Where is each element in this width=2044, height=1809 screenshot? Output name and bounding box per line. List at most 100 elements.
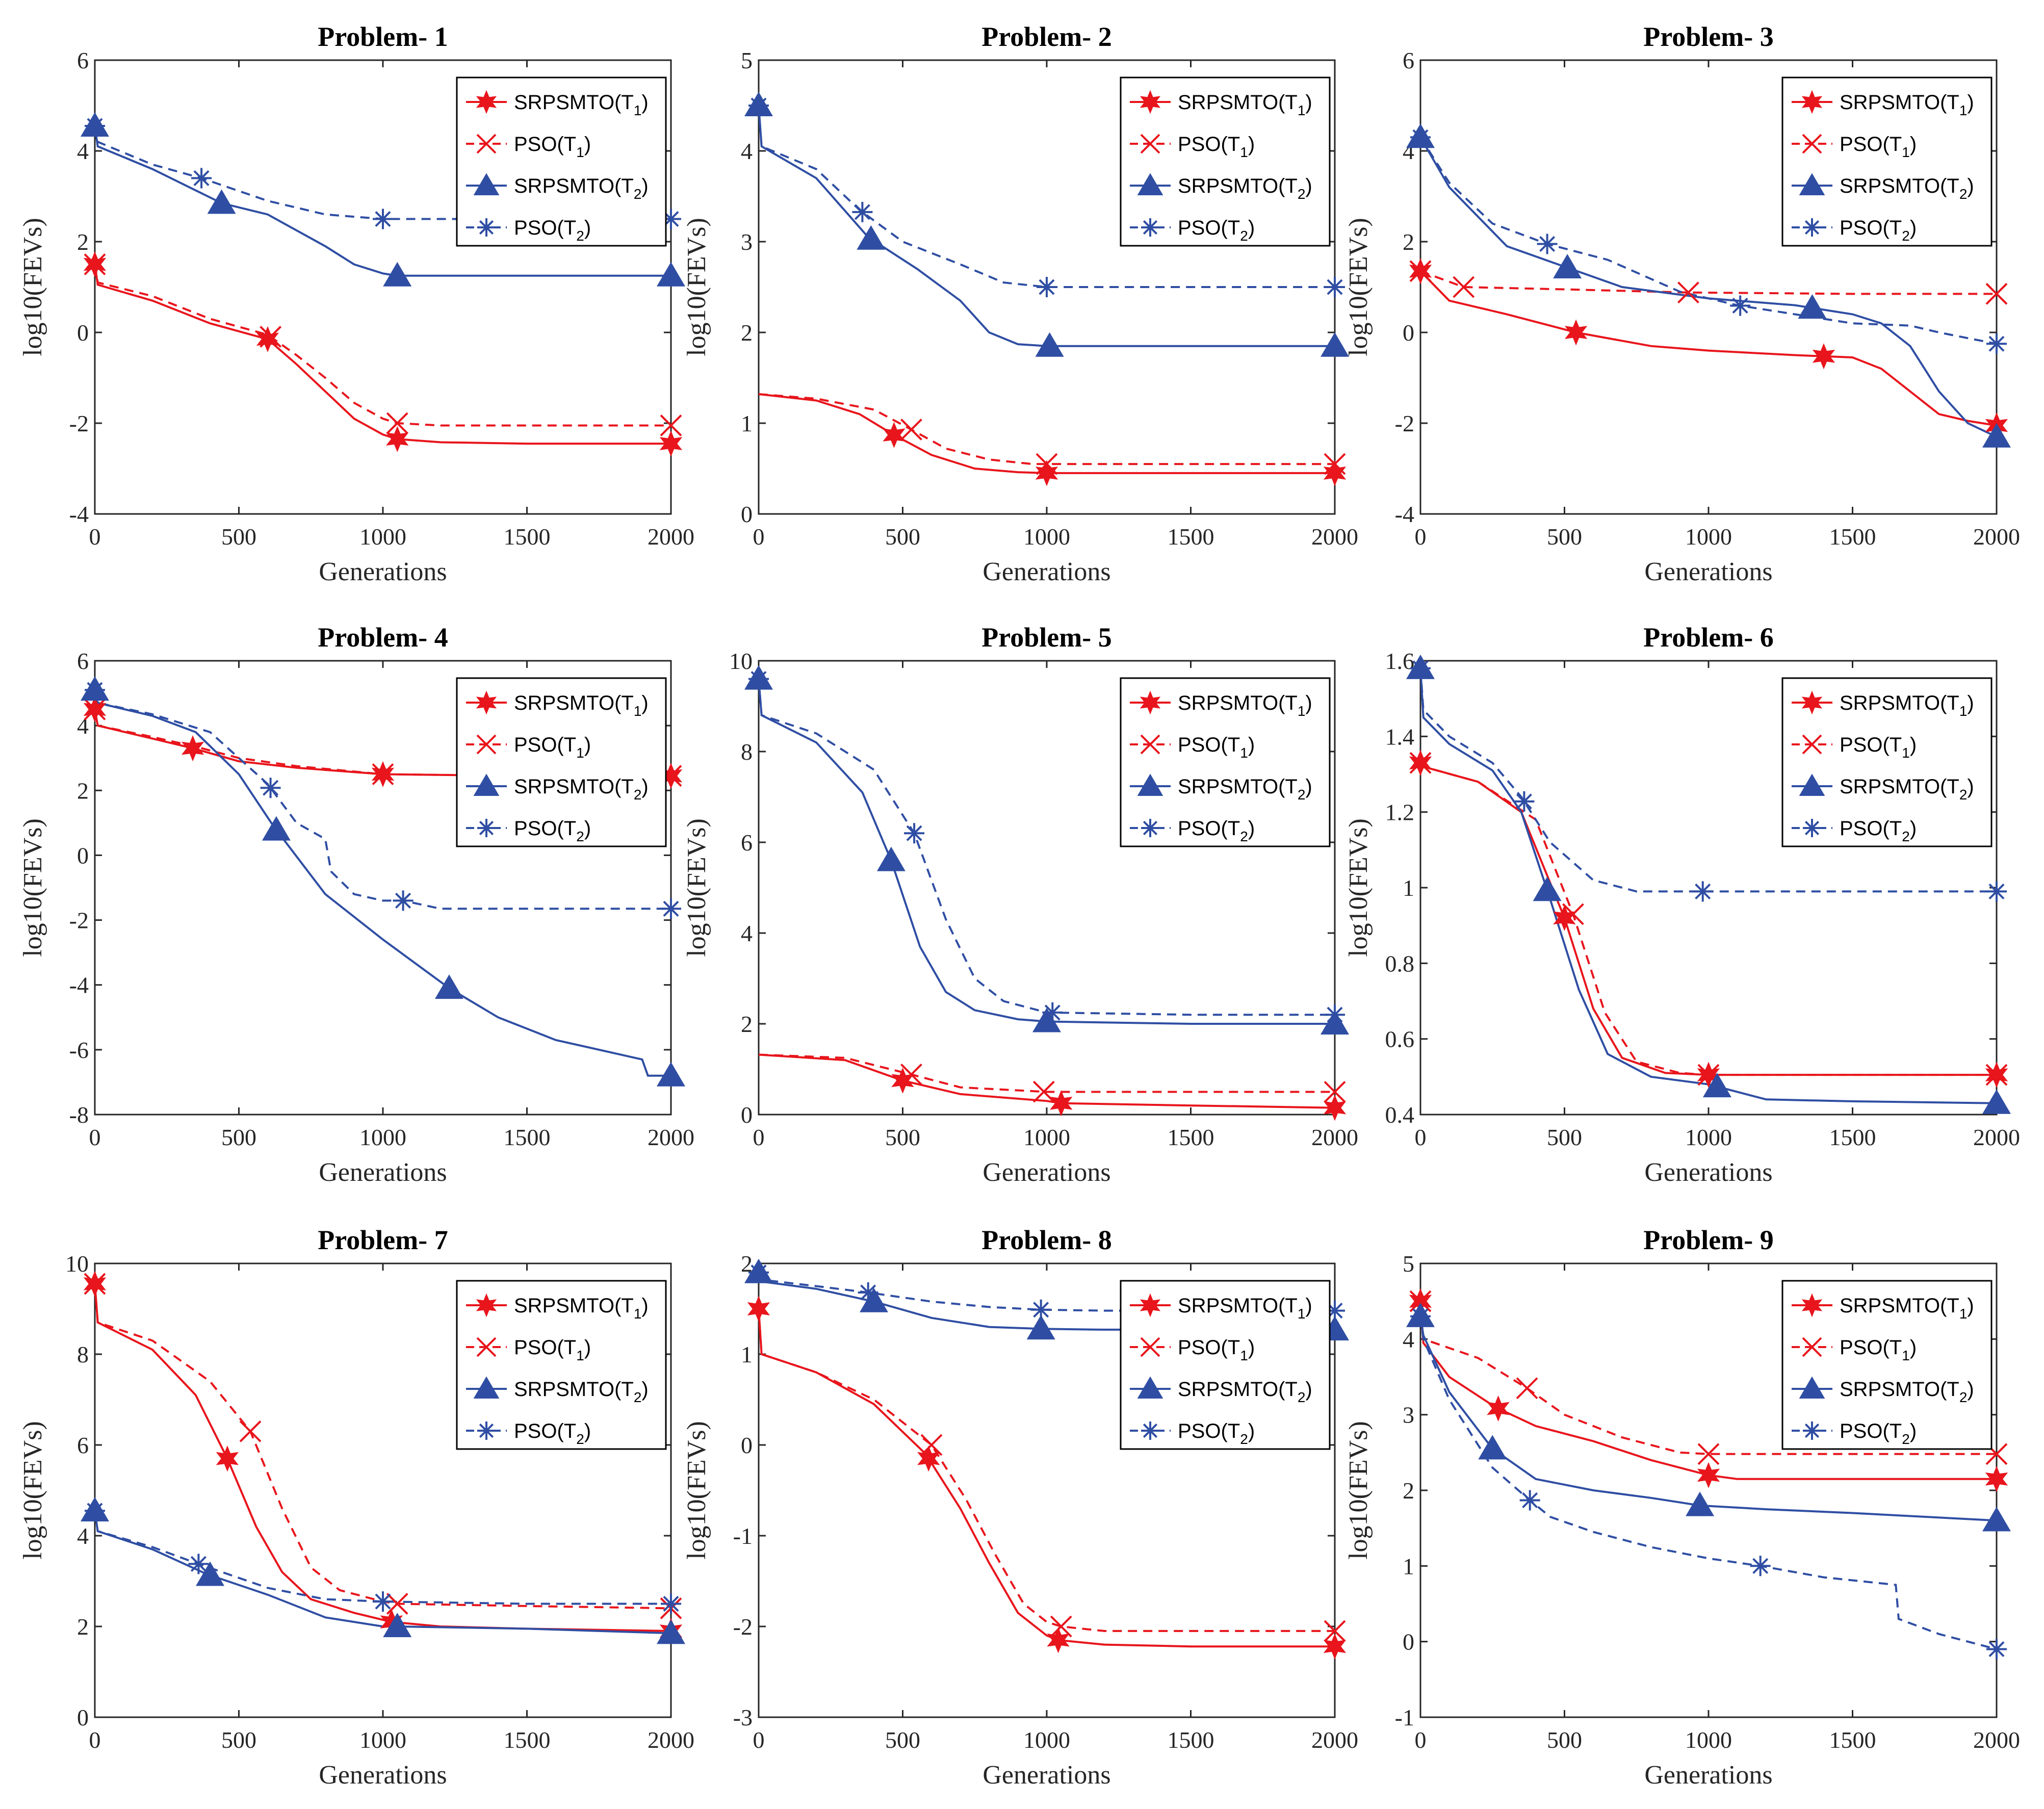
legend-marker <box>1140 1337 1160 1357</box>
series-marker-4 <box>1986 881 2007 902</box>
x-axis-label: Generations <box>319 557 447 586</box>
series-marker-3 <box>857 225 886 250</box>
chart-problem-3: Problem- 30 500 1000 1500 2000-4-20246Genera… <box>1344 21 2020 586</box>
y-tick-label: 2 <box>77 229 89 255</box>
x-tick-label: 1500 <box>1168 1124 1214 1150</box>
series-line-3 <box>1420 137 1997 438</box>
legend-marker <box>1801 690 1823 715</box>
series-marker-1 <box>181 735 204 762</box>
series-marker-1 <box>1985 1466 2008 1492</box>
legend-label: PSO(T1) <box>1840 133 1917 160</box>
legend-label-base: PSO(T <box>1178 734 1240 756</box>
series-marker-4 <box>393 890 413 911</box>
y-tick-label: 0 <box>1403 320 1414 346</box>
legend-label: SRPSMTO(T2) <box>1840 175 1974 202</box>
y-tick-label: 1 <box>1403 1553 1414 1579</box>
y-tick-label: -8 <box>69 1102 89 1128</box>
legend-label-base: PSO(T <box>1178 1420 1240 1442</box>
legend-label-close: ) <box>1248 1336 1255 1359</box>
legend-label-sub: 2 <box>576 829 584 844</box>
series-marker-2 <box>1562 903 1584 925</box>
legend-label-close: ) <box>1305 175 1312 197</box>
legend-marker <box>1137 773 1163 796</box>
series-marker-2 <box>260 326 282 348</box>
legend: SRPSMTO(T1)PSO(T1)SRPSMTO(T2)PSO(T2) <box>1120 1280 1331 1450</box>
y-tick-label: 0 <box>77 320 89 346</box>
chart-problem-1: Problem- 1 0 500 1000 1500 2000 -4 -2 0 2 4 6 Genera… <box>18 21 694 586</box>
chart-title: Problem- 8 <box>981 1225 1111 1255</box>
series-marker-2 <box>900 419 922 441</box>
legend-label: PSO(T2) <box>1840 217 1917 244</box>
series-marker-2 <box>1409 260 1432 282</box>
y-axis-label: log10(FEVs) <box>18 1421 47 1560</box>
legend-marker <box>1140 1293 1161 1317</box>
legend-label: SRPSMTO(T1) <box>1178 1295 1312 1322</box>
x-axis-label: Generations <box>1644 1761 1772 1790</box>
chart-title: Problem- 5 <box>981 622 1111 653</box>
legend-label-base: PSO(T <box>1840 217 1902 239</box>
legend-label-close: ) <box>1910 734 1917 756</box>
series-marker-3 <box>1478 1435 1507 1460</box>
series-marker-4 <box>661 1593 681 1614</box>
legend-marker <box>473 1376 500 1399</box>
legend: SRPSMTO(T1)PSO(T1)SRPSMTO(T2)PSO(T2) <box>456 76 667 247</box>
series-line-4 <box>759 1272 1335 1312</box>
series-marker-4 <box>1325 277 1345 297</box>
x-tick-label: 2000 <box>1973 1124 2020 1150</box>
legend-label: PSO(T1) <box>1178 1336 1255 1363</box>
series-marker-3 <box>383 1613 412 1637</box>
x-axis-label: Generations <box>982 1158 1110 1187</box>
series-line-3 <box>1420 1316 1997 1522</box>
legend-label-close: ) <box>584 133 591 156</box>
y-tick-label: -2 <box>1395 410 1414 436</box>
x-tick-label: 500 <box>885 1727 920 1753</box>
legend-label-sub: 2 <box>576 228 584 244</box>
legend-label: PSO(T1) <box>1178 133 1255 160</box>
y-tick-label: -2 <box>69 908 89 934</box>
series-marker-3 <box>657 1062 685 1087</box>
legend-marker <box>1137 173 1163 195</box>
x-tick-label: 2000 <box>1973 524 2020 550</box>
legend: SRPSMTO(T1)PSO(T1)SRPSMTO(T2)PSO(T2) <box>1781 677 1993 847</box>
x-tick-label: 1500 <box>504 1727 551 1753</box>
x-tick-label: 0 <box>753 1124 765 1150</box>
y-axis-label: log10(FEVs) <box>18 218 47 356</box>
legend-label-base: SRPSMTO(T <box>1178 692 1298 714</box>
series-marker-4 <box>748 1262 769 1283</box>
y-axis-label: log10(FEVs) <box>1344 218 1373 356</box>
series-marker-4 <box>85 116 105 136</box>
legend-marker <box>1140 734 1160 755</box>
series-line-3 <box>95 1510 671 1635</box>
legend-marker <box>476 1337 497 1357</box>
marker-group <box>1406 123 2011 448</box>
series-line-4 <box>95 1510 671 1605</box>
series-marker-2 <box>1516 1377 1538 1400</box>
y-tick-label: 2 <box>1403 1478 1414 1504</box>
legend-label: PSO(T1) <box>514 1336 591 1363</box>
series-marker-2 <box>1409 1290 1432 1312</box>
series-marker-1 <box>1035 460 1058 486</box>
series-marker-2 <box>1409 752 1432 774</box>
legend-label-sub: 1 <box>1959 102 1968 118</box>
legend-label-close: ) <box>1967 692 1974 714</box>
series-marker-1 <box>747 1296 770 1322</box>
legend-label-close: ) <box>1910 1420 1917 1442</box>
y-tick-label: 1.6 <box>1385 648 1415 674</box>
x-tick-label: 1500 <box>1168 524 1214 550</box>
legend-label-sub: 1 <box>576 1348 584 1363</box>
chart-problem-7: Problem- 7 0 500 1000 1500 2000 0 2 4 6 8 10 Generat… <box>18 1225 694 1790</box>
legend-label: SRPSMTO(T2) <box>514 776 649 803</box>
series-marker-2 <box>900 1063 922 1086</box>
legend-label: PSO(T1) <box>1178 734 1255 761</box>
y-tick-label: 3 <box>741 229 753 255</box>
legend-label-sub: 1 <box>1902 745 1910 761</box>
series-marker-4 <box>1042 1002 1063 1023</box>
legend-label-sub: 2 <box>634 787 642 803</box>
chart-problem-9: Problem- 90 500 1000 1500 2000-1012345Genera… <box>1344 1225 2020 1790</box>
y-tick-label: 1 <box>1403 875 1414 901</box>
legend-label-close: ) <box>1248 1420 1255 1442</box>
legend-label-base: PSO(T <box>1840 1336 1902 1359</box>
series-marker-4 <box>373 209 393 229</box>
x-tick-label: 2000 <box>648 1727 694 1753</box>
